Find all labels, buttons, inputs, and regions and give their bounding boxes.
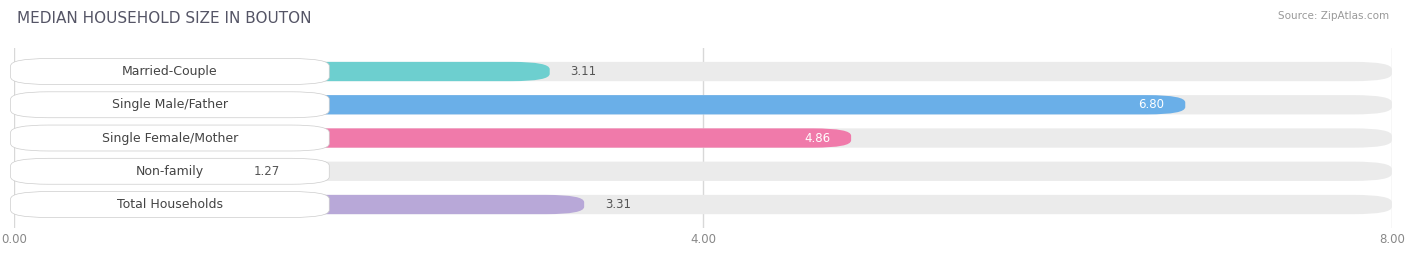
FancyBboxPatch shape [14, 195, 583, 214]
Text: 3.11: 3.11 [571, 65, 596, 78]
Text: 6.80: 6.80 [1139, 98, 1164, 111]
Text: MEDIAN HOUSEHOLD SIZE IN BOUTON: MEDIAN HOUSEHOLD SIZE IN BOUTON [17, 11, 311, 26]
FancyBboxPatch shape [14, 195, 1392, 214]
FancyBboxPatch shape [14, 62, 550, 81]
Text: Source: ZipAtlas.com: Source: ZipAtlas.com [1278, 11, 1389, 21]
FancyBboxPatch shape [14, 128, 1392, 148]
FancyBboxPatch shape [14, 95, 1392, 114]
Text: 1.27: 1.27 [253, 165, 280, 178]
Text: Total Households: Total Households [117, 198, 224, 211]
FancyBboxPatch shape [11, 158, 329, 184]
Text: Non-family: Non-family [136, 165, 204, 178]
Text: 3.31: 3.31 [605, 198, 631, 211]
FancyBboxPatch shape [14, 162, 233, 181]
FancyBboxPatch shape [11, 192, 329, 218]
Text: 4.86: 4.86 [804, 132, 831, 144]
FancyBboxPatch shape [11, 92, 329, 118]
Text: Single Male/Father: Single Male/Father [112, 98, 228, 111]
FancyBboxPatch shape [14, 162, 1392, 181]
Text: Married-Couple: Married-Couple [122, 65, 218, 78]
FancyBboxPatch shape [11, 58, 329, 84]
FancyBboxPatch shape [14, 128, 851, 148]
FancyBboxPatch shape [14, 62, 1392, 81]
Text: Single Female/Mother: Single Female/Mother [101, 132, 238, 144]
FancyBboxPatch shape [14, 95, 1185, 114]
FancyBboxPatch shape [11, 125, 329, 151]
